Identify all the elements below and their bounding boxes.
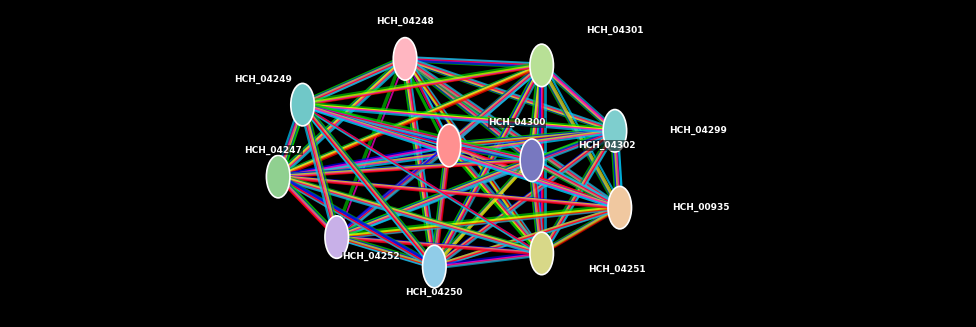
Ellipse shape xyxy=(608,186,631,229)
Text: HCH_04300: HCH_04300 xyxy=(489,118,546,127)
Text: HCH_04250: HCH_04250 xyxy=(406,288,463,297)
Text: HCH_04301: HCH_04301 xyxy=(587,26,643,35)
Text: HCH_04247: HCH_04247 xyxy=(244,146,303,155)
Text: HCH_04299: HCH_04299 xyxy=(669,126,727,135)
Text: HCH_00935: HCH_00935 xyxy=(672,203,729,212)
Text: HCH_04251: HCH_04251 xyxy=(588,265,646,274)
Ellipse shape xyxy=(423,245,446,288)
Text: HCH_04252: HCH_04252 xyxy=(342,252,400,261)
Ellipse shape xyxy=(291,83,314,126)
Ellipse shape xyxy=(437,124,461,167)
Ellipse shape xyxy=(530,44,553,87)
Text: HCH_04249: HCH_04249 xyxy=(234,75,293,84)
Ellipse shape xyxy=(520,139,544,181)
Ellipse shape xyxy=(603,110,627,152)
Ellipse shape xyxy=(325,216,348,258)
Ellipse shape xyxy=(393,38,417,80)
Text: HCH_04248: HCH_04248 xyxy=(376,17,434,26)
Ellipse shape xyxy=(266,155,290,198)
Ellipse shape xyxy=(530,232,553,275)
Text: HCH_04302: HCH_04302 xyxy=(579,141,635,150)
